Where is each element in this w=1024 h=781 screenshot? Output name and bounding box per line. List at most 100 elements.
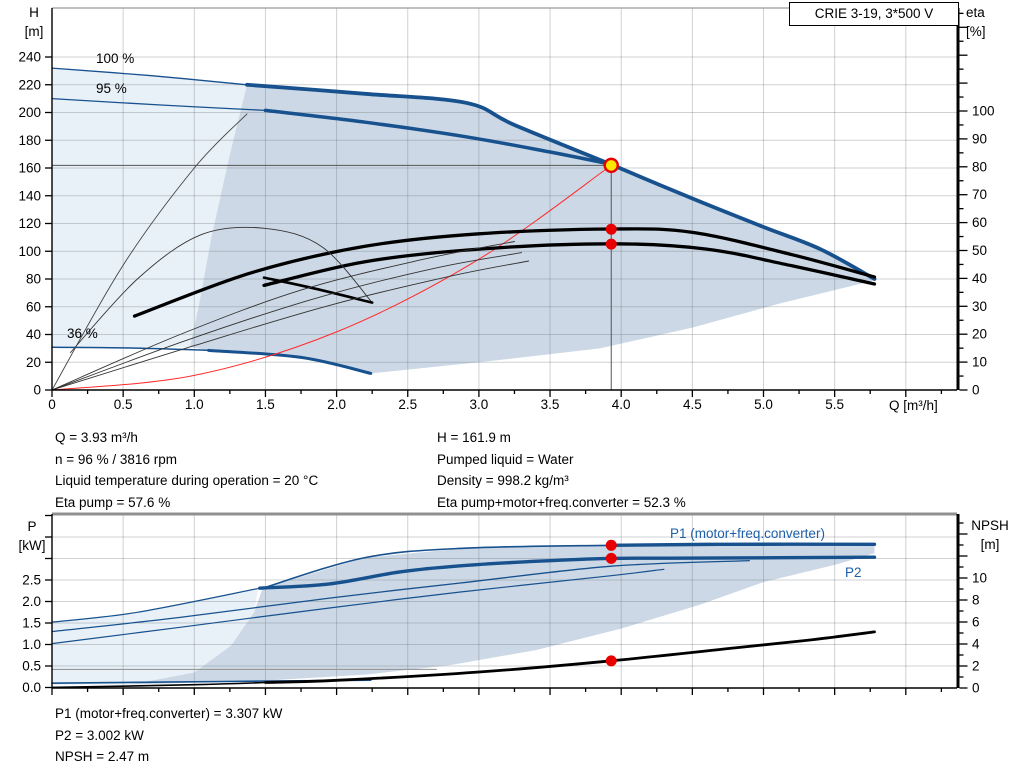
npsh-point: [605, 655, 617, 667]
right-tick-label: 2: [972, 659, 980, 674]
left-tick-label: 20: [26, 355, 41, 370]
left-tick-label: 1.5: [22, 616, 41, 631]
left-tick-label: 2.0: [22, 594, 41, 609]
head-efficiency-chart-markers: [603, 157, 619, 250]
right-tick-label: 0: [972, 383, 980, 398]
head-efficiency-chart: 0 0.5 1.0 1.5 2.0 2.5 3.0 3.5 4.0 4.5 5.0 5.5 0 20 40 6…: [18, 7, 995, 412]
power-npsh-chart-series: [51, 542, 877, 689]
p2-curve-label: P2: [845, 565, 862, 580]
left-tick-label: 0.5: [22, 659, 41, 674]
info-q: Q = 3.93 m³/h: [55, 430, 138, 445]
affinity-fan-line-3: [51, 260, 530, 391]
p2-curve-thin-start: [51, 587, 261, 623]
h-curve-100pct-thick: [245, 82, 614, 167]
left-tick-label: 200: [18, 105, 41, 120]
right-tick-label: 20: [972, 327, 987, 342]
x-tick-label: 2.5: [398, 397, 417, 412]
eta-axis-label: eta [%]: [966, 3, 1016, 41]
head-efficiency-chart-axes: 0 0.5 1.0 1.5 2.0 2.5 3.0 3.5 4.0 4.5 5.0 5.5 0 20 40 6…: [18, 7, 995, 412]
left-tick-label: 60: [26, 299, 41, 314]
info-p2: P2 = 3.002 kW: [55, 727, 144, 743]
info-eta-pump: Eta pump = 57.6 %: [55, 494, 171, 510]
right-tick-label: 70: [972, 187, 987, 202]
right-tick-label: 90: [972, 131, 987, 146]
x-tick-label: 5.0: [754, 397, 773, 412]
eta-pump-point: [605, 223, 617, 235]
left-tick-label: 140: [18, 188, 41, 203]
h-axis-label: H [m]: [16, 3, 52, 41]
h-axis-label-line1: H: [29, 5, 39, 20]
info-eta-total: Eta pump+motor+freq.converter = 52.3 %: [437, 494, 686, 510]
info-h: H = 161.9 m: [437, 430, 511, 445]
h-axis-label-line2: [m]: [24, 24, 44, 39]
p1-curve-label: P1 (motor+freq.converter): [670, 526, 825, 541]
right-tick-label: 4: [972, 637, 980, 652]
right-tick-label: 60: [972, 215, 987, 230]
power-npsh-chart-regions: [52, 544, 875, 685]
npsh-axis-label-line1: NPSH: [971, 518, 1009, 533]
eta-pump-curve: [132, 227, 877, 318]
power-range-light: [52, 588, 259, 685]
left-tick-label: 220: [18, 77, 41, 92]
right-tick-label: 100: [972, 104, 995, 119]
npsh-axis-label-line2: [m]: [980, 537, 1000, 552]
x-tick-label: 3.0: [470, 397, 489, 412]
info-pumped-liquid: Pumped liquid = Water: [437, 451, 574, 467]
info-p1: P1 (motor+freq.converter) = 3.307 kW: [55, 706, 283, 721]
info-density: Density = 998.2 kg/m³: [437, 473, 569, 488]
duty-info-right: H = 161.9 m Pumped liquid = Water Densit…: [437, 427, 686, 513]
operating-envelope-dark: [190, 84, 875, 374]
left-tick-label: 120: [18, 216, 41, 231]
eta-total-point: [605, 238, 617, 250]
x-tick-label: 4.5: [683, 397, 702, 412]
power-npsh-chart: 0.0 0.5 1.0 1.5 2.0 2.5 0 2 4 6 8 10: [22, 512, 987, 696]
head-efficiency-chart-regions: [52, 68, 875, 374]
p-axis-label-line2: [kW]: [18, 538, 46, 553]
left-tick-label: 0.0: [22, 680, 41, 695]
x-tick-label: 1.5: [256, 397, 275, 412]
affinity-fan-line-2: [51, 252, 523, 391]
head-efficiency-chart-series: [51, 67, 877, 391]
affinity-fan-line-1: [51, 241, 515, 391]
speed-36pct-label: 36 %: [67, 326, 98, 341]
p-companion-line-2: [51, 568, 665, 645]
eta-axis-label-line2: [%]: [966, 24, 986, 39]
npsh-axis-label: NPSH [m]: [958, 516, 1022, 554]
right-tick-label: 6: [972, 615, 980, 630]
left-tick-label: 2.5: [22, 573, 41, 588]
p2-curve-thick: [258, 555, 877, 590]
left-tick-label: 180: [18, 133, 41, 148]
speed-100pct-label: 100 %: [96, 51, 135, 66]
duty-point: [603, 157, 619, 174]
right-tick-label: 8: [972, 593, 980, 608]
right-tick-label: 80: [972, 159, 987, 174]
min-flow-line: [51, 113, 248, 391]
npsh-curve-thick: [264, 630, 876, 684]
right-tick-label: 10: [972, 355, 987, 370]
right-tick-label: 30: [972, 299, 987, 314]
duty-info-left: Q = 3.93 m³/h n = 96 % / 3816 rpm Liquid…: [55, 427, 318, 513]
x-tick-label: 5.5: [825, 397, 844, 412]
speed-range-light: [52, 68, 247, 348]
iso-efficiency-shell-hook: [262, 276, 374, 304]
right-tick-label: 0: [972, 681, 980, 696]
x-tick-label: 1.0: [185, 397, 204, 412]
npsh-curve-thin: [51, 681, 267, 689]
max-power-cutoff-curve: [609, 162, 877, 281]
power-npsh-chart-markers: [605, 539, 617, 667]
info-n: n = 96 % / 3816 rpm: [55, 451, 177, 467]
p-companion-line-1: [51, 559, 750, 633]
left-tick-label: 160: [18, 161, 41, 176]
right-tick-label: 10: [972, 571, 987, 586]
h-curve-96pct-thick: [263, 108, 613, 167]
x-tick-label: 3.5: [541, 397, 560, 412]
x-tick-label: 0.5: [114, 397, 133, 412]
p1-curve-thick: [609, 542, 877, 547]
left-tick-label: 1.0: [22, 637, 41, 652]
head-efficiency-chart-grid: [52, 8, 957, 390]
x-tick-label: 2.0: [327, 397, 346, 412]
p-axis-label-line1: P: [27, 519, 37, 534]
p-axis-label: P [kW]: [10, 517, 54, 555]
system-curve-red: [51, 164, 612, 391]
